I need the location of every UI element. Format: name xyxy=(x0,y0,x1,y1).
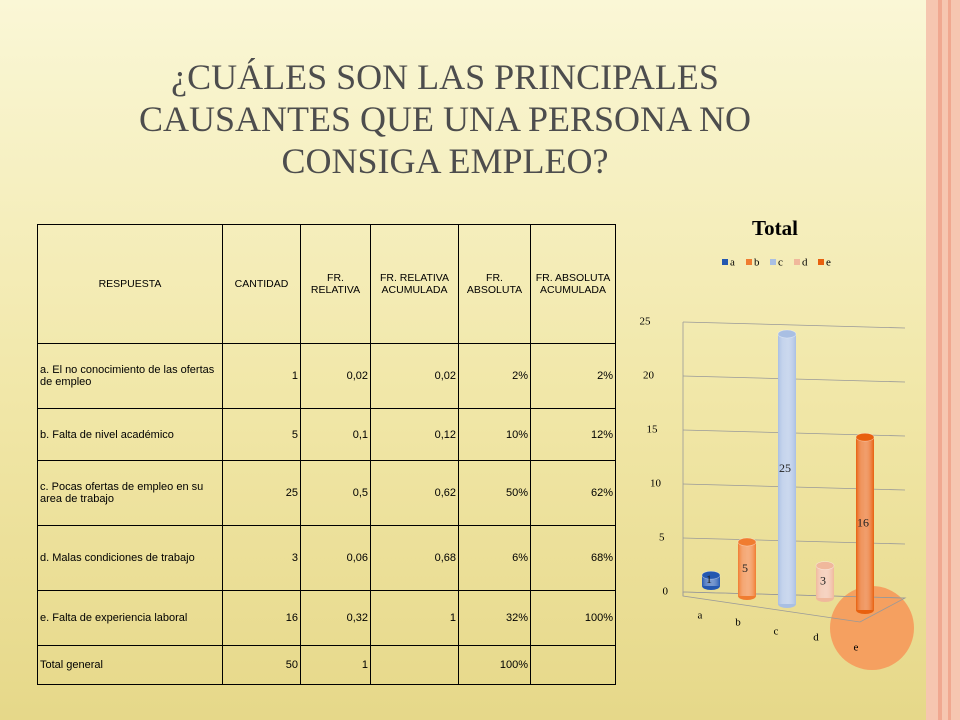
table-cell: 0,32 xyxy=(300,590,371,646)
y-tick-label: 0 xyxy=(663,586,669,598)
table-cell: 62% xyxy=(530,460,616,526)
side-stripe xyxy=(926,0,960,720)
legend-label: e xyxy=(826,257,831,269)
table-cell: 0,62 xyxy=(370,460,459,526)
table-cell: 32% xyxy=(458,590,531,646)
data-table: RESPUESTA CANTIDAD FR. RELATIVA FR. RELATIV… xyxy=(37,224,616,685)
table-cell: 12% xyxy=(530,408,616,461)
header-cell: RESPUESTA xyxy=(37,224,223,344)
data-label: 5 xyxy=(742,561,748,575)
legend-label: d xyxy=(802,257,808,269)
cylinder-shade xyxy=(702,575,720,586)
x-tick-label: d xyxy=(813,632,819,644)
table-row: Total general 50 1 100% xyxy=(37,645,616,685)
x-tick-label: c xyxy=(774,626,779,638)
legend-label: a xyxy=(730,257,735,269)
table-cell: 0,12 xyxy=(370,408,459,461)
data-label: 3 xyxy=(820,574,826,588)
y-tick-label: 10 xyxy=(650,478,662,490)
table-cell: 3 xyxy=(222,525,301,591)
y-tick-label: 5 xyxy=(659,532,665,544)
cylinder-top xyxy=(737,537,757,547)
header-row: RESPUESTA CANTIDAD FR. RELATIVA FR. RELATIV… xyxy=(37,224,616,344)
header-cell: CANTIDAD xyxy=(222,224,301,344)
slide-title: CAUSANTES QUE UNA PERSONA NO xyxy=(138,99,752,139)
header-cell: FR. ABSOLUTA xyxy=(458,224,531,344)
table-cell: 0,1 xyxy=(300,408,371,461)
table-cell: 50% xyxy=(458,460,531,526)
table-cell: 0,5 xyxy=(300,460,371,526)
legend-swatch xyxy=(770,259,776,265)
legend-swatch xyxy=(722,259,728,265)
cylinder-shade xyxy=(738,542,756,596)
table-cell: 10% xyxy=(458,408,531,461)
x-tick-label: e xyxy=(854,642,859,654)
x-tick-label: a xyxy=(698,610,703,622)
table-cell: 6% xyxy=(458,525,531,591)
data-label: 25 xyxy=(779,461,791,475)
data-label: 16 xyxy=(857,515,869,529)
y-tick-label: 25 xyxy=(640,316,652,328)
table-cell: 0,02 xyxy=(370,343,459,409)
cylinder-top xyxy=(777,329,797,339)
table-row: c. Pocas ofertas de empleo en su area de… xyxy=(37,460,616,526)
table-cell: 0,06 xyxy=(300,525,371,591)
legend-label: c xyxy=(778,257,783,269)
side-stripe xyxy=(948,0,951,720)
y-tick-label: 20 xyxy=(643,370,655,382)
x-tick-label: b xyxy=(735,617,741,629)
table-cell: 2% xyxy=(530,343,616,409)
y-tick-label: 15 xyxy=(647,424,659,436)
cylinder-top xyxy=(855,432,875,442)
legend-label: b xyxy=(754,257,760,269)
table-cell: a. El no conocimiento de las ofertas de … xyxy=(37,343,223,409)
table-cell: 25 xyxy=(222,460,301,526)
legend-swatch xyxy=(818,259,824,265)
decor-circle xyxy=(830,586,914,670)
cylinder-shade xyxy=(816,565,834,598)
chart-title: Total xyxy=(752,216,798,240)
cylinder-top xyxy=(815,561,835,570)
side-stripe xyxy=(938,0,942,720)
cylinder-shade xyxy=(856,437,874,610)
table-cell: 16 xyxy=(222,590,301,646)
data-label: 1 xyxy=(706,572,712,586)
cylinder-shade xyxy=(778,334,796,604)
slide-title: ¿CUÁLES SON LAS PRINCIPALES xyxy=(171,57,719,97)
legend-swatch xyxy=(746,259,752,265)
table-cell: 50 xyxy=(222,645,301,685)
legend-swatch xyxy=(794,259,800,265)
cylinder-top xyxy=(701,570,721,580)
slide-title: CONSIGA EMPLEO? xyxy=(281,141,609,181)
header-cell: FR. RELATIVA ACUMULADA xyxy=(370,224,459,344)
table-cell: Total general xyxy=(37,645,223,685)
grid-line xyxy=(682,321,906,329)
table-cell: d. Malas condiciones de trabajo xyxy=(37,525,223,591)
table-cell xyxy=(530,645,616,685)
